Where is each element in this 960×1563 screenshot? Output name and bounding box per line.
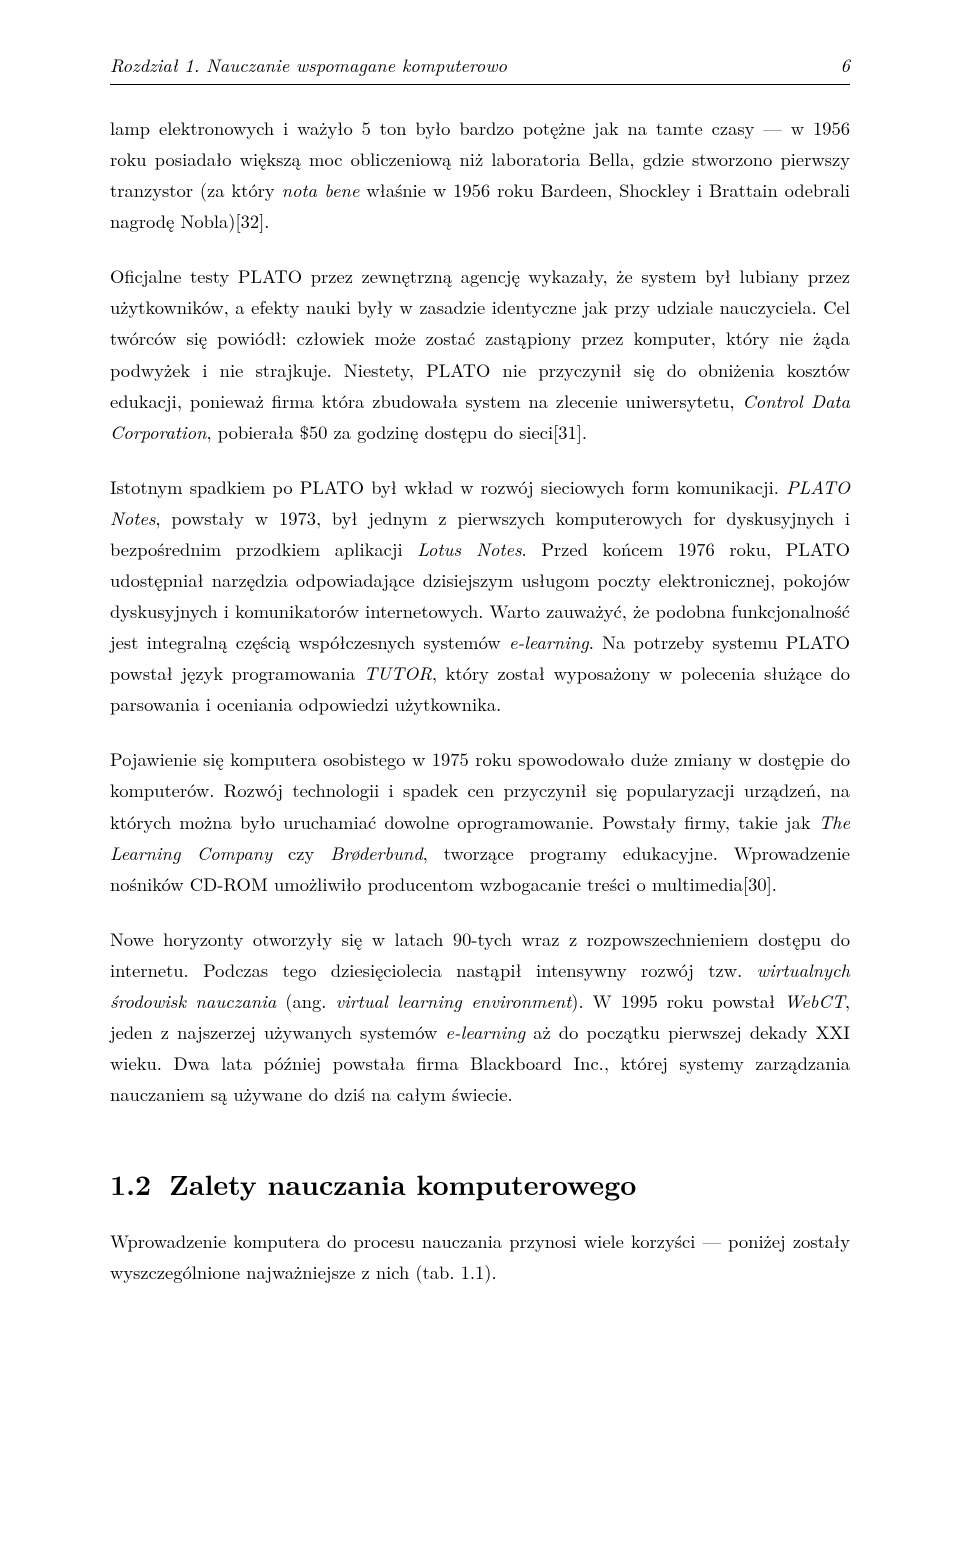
header-page-number: 6: [841, 52, 850, 78]
text-run: czy: [272, 840, 330, 866]
text-run: Oficjalne testy PLATO przez zewnętrzną a…: [110, 263, 850, 413]
italic-run: e-learning: [509, 629, 589, 655]
text-run: Nowe horyzonty otworzyły się w latach 90…: [110, 926, 850, 983]
page: Rozdział 1. Nauczanie wspomagane kompute…: [0, 0, 960, 1563]
body-text: lamp elektronowych i ważyło 5 ton było b…: [110, 113, 850, 1288]
section-number: 1.2: [110, 1164, 151, 1204]
text-run: Istotnym spadkiem po PLATO był wkład w r…: [110, 474, 786, 500]
text-run: , pobierała $50 za godzinę dostępu do si…: [206, 419, 587, 445]
paragraph-1: lamp elektronowych i ważyło 5 ton było b…: [110, 113, 850, 237]
section-heading: 1.2 Zalety nauczania komputerowego: [110, 1164, 850, 1204]
paragraph-3: Istotnym spadkiem po PLATO był wkład w r…: [110, 472, 850, 721]
header-chapter: Rozdział 1. Nauczanie wspomagane kompute…: [110, 52, 507, 78]
paragraph-6: Wprowadzenie komputera do procesu naucza…: [110, 1226, 850, 1288]
italic-run: virtual learning environment: [335, 988, 571, 1014]
italic-run: Lotus Notes: [417, 536, 521, 562]
italic-run: Brøderbund: [330, 840, 422, 866]
italic-run: WebCT: [784, 988, 845, 1014]
italic-run: e-learning: [445, 1019, 525, 1045]
page-header: Rozdział 1. Nauczanie wspomagane kompute…: [110, 52, 850, 85]
text-run: Pojawienie się komputera osobistego w 19…: [110, 746, 850, 834]
italic-run: TUTOR: [364, 660, 432, 686]
paragraph-4: Pojawienie się komputera osobistego w 19…: [110, 744, 850, 899]
paragraph-2: Oficjalne testy PLATO przez zewnętrzną a…: [110, 261, 850, 447]
text-run: (ang.: [276, 988, 335, 1014]
text-run: Wprowadzenie komputera do procesu naucza…: [110, 1228, 850, 1285]
text-run: ). W 1995 roku powstał: [571, 988, 784, 1014]
italic-run: nota bene: [282, 177, 360, 203]
paragraph-5: Nowe horyzonty otworzyły się w latach 90…: [110, 924, 850, 1110]
section-title: Zalety nauczania komputerowego: [169, 1164, 636, 1204]
